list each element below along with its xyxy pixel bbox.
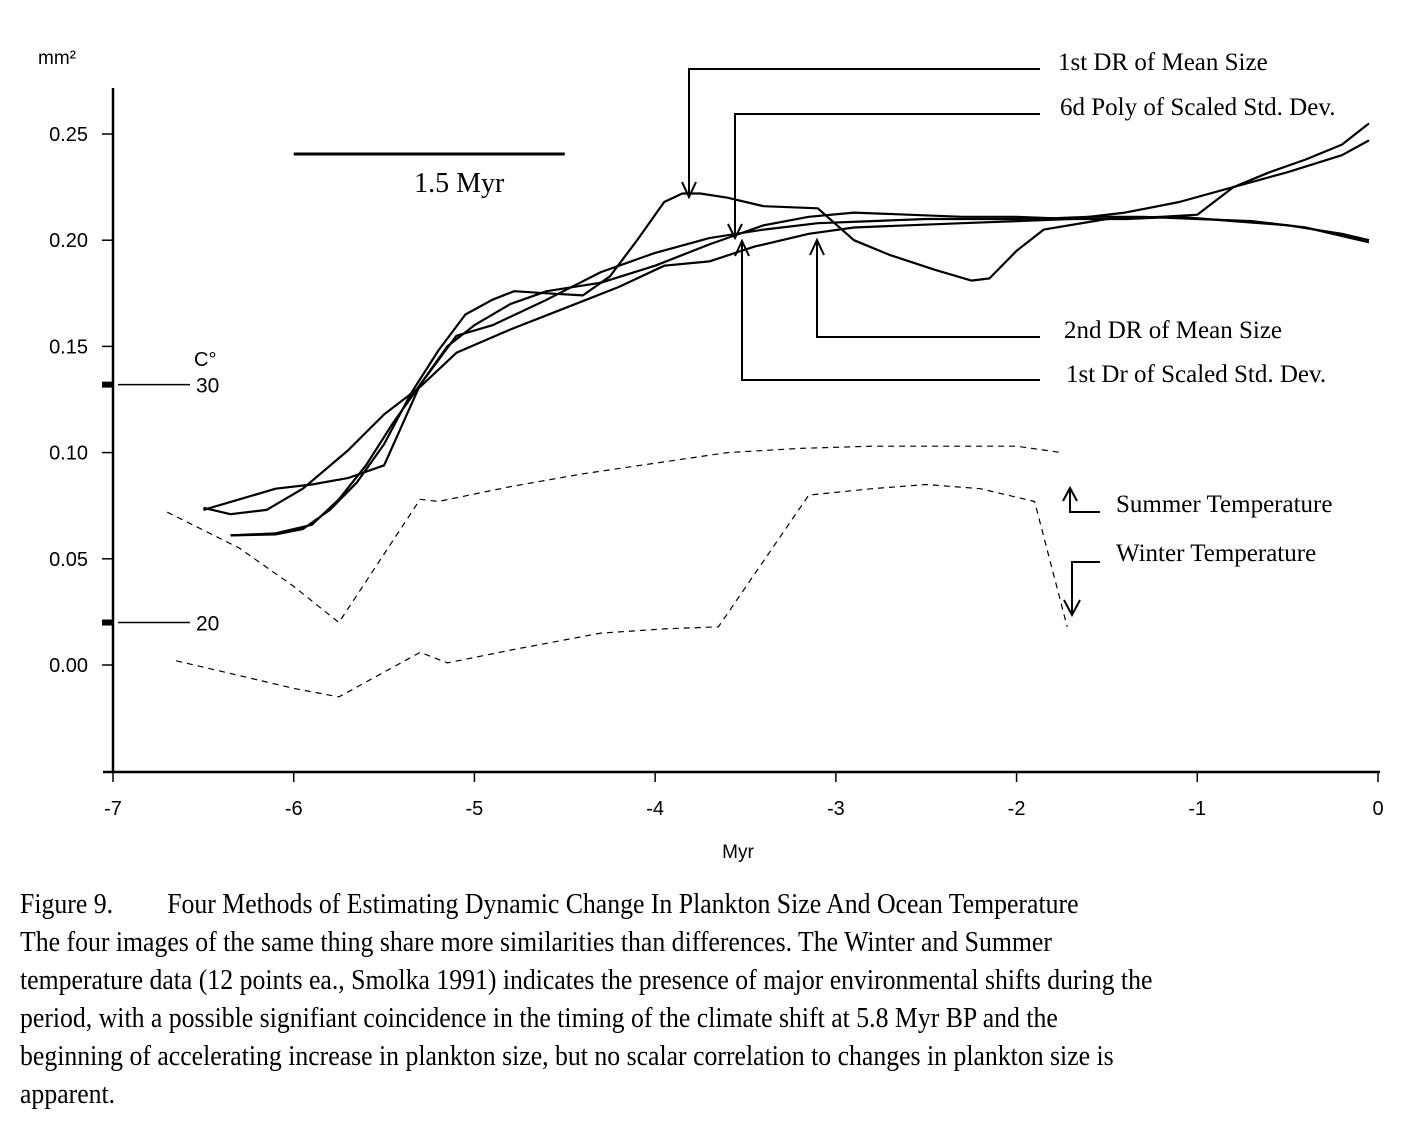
temperature-mark-tick — [102, 381, 113, 388]
annotation-leader-winter — [1071, 561, 1100, 614]
x-tick-label: -5 — [466, 798, 484, 820]
scale-bar-label: 1.5 Myr — [414, 168, 505, 199]
series-group — [166, 122, 1370, 698]
temperature-mark-label: 30 — [196, 375, 219, 398]
x-axis-label: Myr — [722, 842, 754, 863]
annotation-leader-6d-poly — [734, 113, 1040, 236]
y-ticks: 0.00 0.05 0.10 0.15 0.20 0.25 — [49, 124, 113, 677]
y-tick-label: 0.20 — [49, 230, 88, 252]
x-tick-label: -3 — [827, 798, 845, 820]
annotation-leader-summer — [1069, 489, 1100, 513]
series-line-2nd-dr-of-mean-size — [203, 139, 1370, 516]
caption-line: temperature data (12 points ea., Smolka … — [20, 965, 1153, 996]
scale-bar: 1.5 Myr — [293, 152, 565, 199]
arrowhead-1st-dr-mean — [681, 181, 697, 200]
caption-title-line: Figure 9. Four Methods of Estimating Dyna… — [20, 886, 1290, 924]
arrowhead-summer — [1062, 485, 1078, 502]
annotation-label-6d-poly: 6d Poly of Scaled Std. Dev. — [1060, 94, 1335, 121]
y-tick-label: 0.00 — [49, 655, 88, 677]
arrowhead-2nd-dr-mean — [809, 237, 825, 256]
temperature-mark-label: 20 — [196, 613, 219, 636]
x-tick-label: -2 — [1008, 798, 1026, 820]
annotation-label-1st-dr-mean: 1st DR of Mean Size — [1058, 49, 1268, 76]
arrowhead-winter — [1063, 599, 1081, 618]
x-tick-label: -7 — [104, 798, 122, 820]
annotations: 1st DR of Mean Size 6d Poly of Scaled St… — [681, 49, 1335, 618]
annotation-label-winter: Winter Temperature — [1116, 540, 1316, 567]
figure-caption: Figure 9. Four Methods of Estimating Dyna… — [20, 886, 1290, 1114]
figure-title: Four Methods of Estimating Dynamic Chang… — [167, 889, 1079, 920]
x-ticks: -7 -6 -5 -4 -3 -2 -1 0 — [104, 772, 1384, 820]
temperature-axis-label: C° — [194, 349, 216, 371]
annotation-leader-1st-dr-std — [741, 243, 1040, 381]
series-line-6d-poly-of-scaled-std-dev — [203, 215, 1370, 511]
y-tick-label: 0.10 — [49, 443, 88, 465]
annotation-label-2nd-dr-mean: 2nd DR of Mean Size — [1064, 317, 1282, 344]
caption-line: period, with a possible signifiant coinc… — [20, 1003, 1058, 1034]
y-tick-label: 0.05 — [49, 549, 88, 571]
temperature-mark-tick — [102, 619, 113, 626]
x-tick-label: -6 — [285, 798, 303, 820]
arrowhead-1st-dr-std — [734, 238, 750, 257]
chart: mm² Myr -7 -6 -5 -4 -3 -2 -1 0 0.00 0.05 0.10 0.15… — [38, 48, 1384, 863]
annotation-label-1st-dr-std: 1st Dr of Scaled Std. Dev. — [1066, 361, 1326, 388]
x-tick-label: -1 — [1188, 798, 1206, 820]
series-line-winter-temperature — [176, 483, 1068, 698]
series-line-summer-temperature — [166, 445, 1062, 624]
annotation-label-summer: Summer Temperature — [1116, 491, 1332, 518]
caption-line: apparent. — [20, 1079, 116, 1110]
caption-line: The four images of the same thing share … — [20, 927, 1052, 958]
x-tick-label: 0 — [1372, 798, 1383, 820]
annotation-leader-1st-dr-mean — [688, 68, 1040, 195]
y-tick-label: 0.25 — [49, 124, 88, 146]
annotation-leader-2nd-dr-mean — [816, 242, 1040, 338]
y-axis-unit-label: mm² — [38, 48, 76, 69]
series-line-1st-dr-of-scaled-std-dev — [230, 211, 1370, 537]
temperature-marks: 30 20 — [102, 375, 219, 636]
arrowhead-6d-poly — [727, 223, 743, 241]
caption-line: beginning of accelerating increase in pl… — [20, 1041, 1114, 1072]
x-tick-label: -4 — [646, 798, 664, 820]
y-tick-label: 0.15 — [49, 336, 88, 358]
figure-number: Figure 9. — [20, 889, 114, 920]
